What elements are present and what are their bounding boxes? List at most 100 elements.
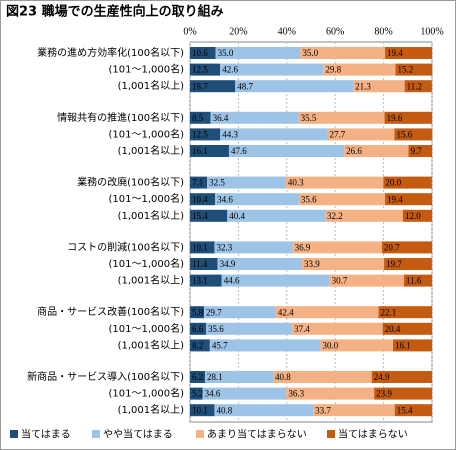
bar-segment — [292, 322, 383, 335]
value-label: 22.1 — [381, 307, 397, 317]
value-label: 40.3 — [288, 178, 304, 188]
value-label: 35.5 — [301, 113, 317, 123]
value-label: 20.4 — [385, 324, 401, 334]
bar-segment — [204, 306, 276, 319]
value-label: 8.5 — [192, 113, 204, 123]
x-tick-label: 100% — [420, 26, 443, 37]
value-label: 16.1 — [192, 146, 208, 156]
bar-segment — [300, 47, 386, 59]
value-label: 36.4 — [213, 113, 229, 123]
bar-segment — [190, 371, 206, 383]
value-label: 30.7 — [332, 276, 348, 286]
bar-segment — [292, 241, 382, 254]
value-label: 33.9 — [304, 259, 320, 269]
value-label: 30.0 — [322, 340, 338, 350]
value-label: 10.1 — [192, 242, 208, 252]
value-label: 8.2 — [192, 340, 203, 350]
value-label: 27.7 — [329, 129, 345, 139]
bar-segment — [286, 387, 375, 400]
bar-segment — [353, 80, 405, 93]
bar-segment — [190, 111, 211, 124]
y-tick-label: (101～1,000名) — [108, 127, 184, 140]
value-label: 15.4 — [192, 211, 208, 221]
bar-segment — [210, 111, 299, 124]
bar-segment — [378, 306, 432, 319]
value-label: 21.3 — [355, 81, 371, 91]
bar-segment — [381, 241, 432, 254]
y-tick-label: (101～1,000名) — [108, 63, 184, 76]
bar-segment — [207, 176, 286, 189]
bar-segment — [298, 111, 385, 124]
y-tick-label: (101～1,000名) — [108, 257, 184, 270]
value-label: 36.9 — [295, 242, 311, 252]
value-label: 34.9 — [220, 259, 236, 269]
value-label: 42.6 — [222, 65, 238, 75]
bar-segment — [202, 387, 287, 400]
bar-segment — [190, 404, 215, 417]
bar-segment — [209, 339, 321, 352]
x-tick-label: 40% — [278, 26, 296, 37]
x-tick-label: 80% — [374, 26, 392, 37]
value-label: 19.7 — [386, 259, 402, 269]
bar-segment — [190, 63, 221, 76]
bar-segment — [190, 209, 228, 222]
value-label: 6.2 — [192, 372, 203, 382]
value-label: 12.0 — [405, 211, 421, 221]
value-label: 20.7 — [384, 242, 400, 252]
y-tick-label: (1,001名以上) — [118, 144, 185, 157]
bar-segment — [217, 258, 303, 270]
bar-segment — [273, 371, 372, 383]
legend-swatch — [10, 430, 18, 438]
bar-segment — [403, 274, 432, 287]
value-label: 12.5 — [192, 129, 208, 139]
y-tick-label: (101～1,000名) — [108, 322, 184, 335]
value-label: 6.6 — [192, 324, 204, 334]
y-tick-label: (1,001名以上) — [118, 338, 185, 351]
y-tick-label: (1,001名以上) — [118, 403, 185, 416]
bar-segment — [382, 322, 432, 335]
value-label: 15.2 — [397, 65, 413, 75]
value-label: 10.4 — [192, 194, 208, 204]
value-label: 24.9 — [374, 372, 390, 382]
bar-segment — [221, 274, 330, 287]
value-label: 5.2 — [192, 389, 203, 399]
bar-segment — [385, 47, 432, 59]
legend-label: やや当てはまる — [103, 428, 173, 441]
bar-segment — [235, 80, 354, 93]
bar-segment — [285, 176, 384, 189]
legend-swatch — [196, 430, 204, 438]
bar-segment — [190, 306, 205, 319]
bar-segment — [344, 145, 409, 157]
value-label: 40.4 — [229, 211, 245, 221]
value-label: 37.4 — [294, 324, 310, 334]
value-label: 10.6 — [192, 48, 208, 58]
y-tick-label: (1,001名以上) — [118, 79, 185, 92]
bar-segment — [384, 111, 432, 124]
value-label: 35.6 — [208, 324, 224, 334]
value-label: 29.8 — [325, 65, 341, 75]
y-tick-label: コストの削減(100名以下) — [67, 240, 184, 253]
bar-segment — [394, 404, 432, 417]
value-label: 29.7 — [206, 307, 222, 317]
value-label: 36.3 — [288, 389, 304, 399]
bar-segment — [220, 128, 328, 141]
legend-label: 当てはまらない — [338, 428, 408, 441]
y-tick-label: 商品・サービス改善(100名以下) — [37, 305, 184, 318]
bar-segment — [374, 387, 432, 400]
value-label: 48.7 — [237, 81, 253, 91]
bar-segment — [384, 258, 432, 270]
bar-segment — [302, 258, 385, 270]
y-tick-label: 業務の進め方効率化(100名以下) — [37, 46, 184, 59]
legend-label: 当てはまる — [21, 428, 71, 441]
legend-label: あまり当てはまらない — [207, 428, 307, 441]
bar-segment — [395, 63, 433, 76]
bar-segment — [190, 47, 216, 59]
value-label: 15.4 — [397, 405, 413, 415]
bar-segment — [215, 193, 299, 206]
value-label: 5.8 — [192, 307, 204, 317]
bar-segment — [385, 193, 432, 206]
value-label: 33.7 — [315, 405, 331, 415]
value-label: 47.6 — [231, 146, 247, 156]
x-tick-label: 0% — [183, 26, 196, 37]
y-tick-label: (1,001名以上) — [118, 209, 185, 222]
